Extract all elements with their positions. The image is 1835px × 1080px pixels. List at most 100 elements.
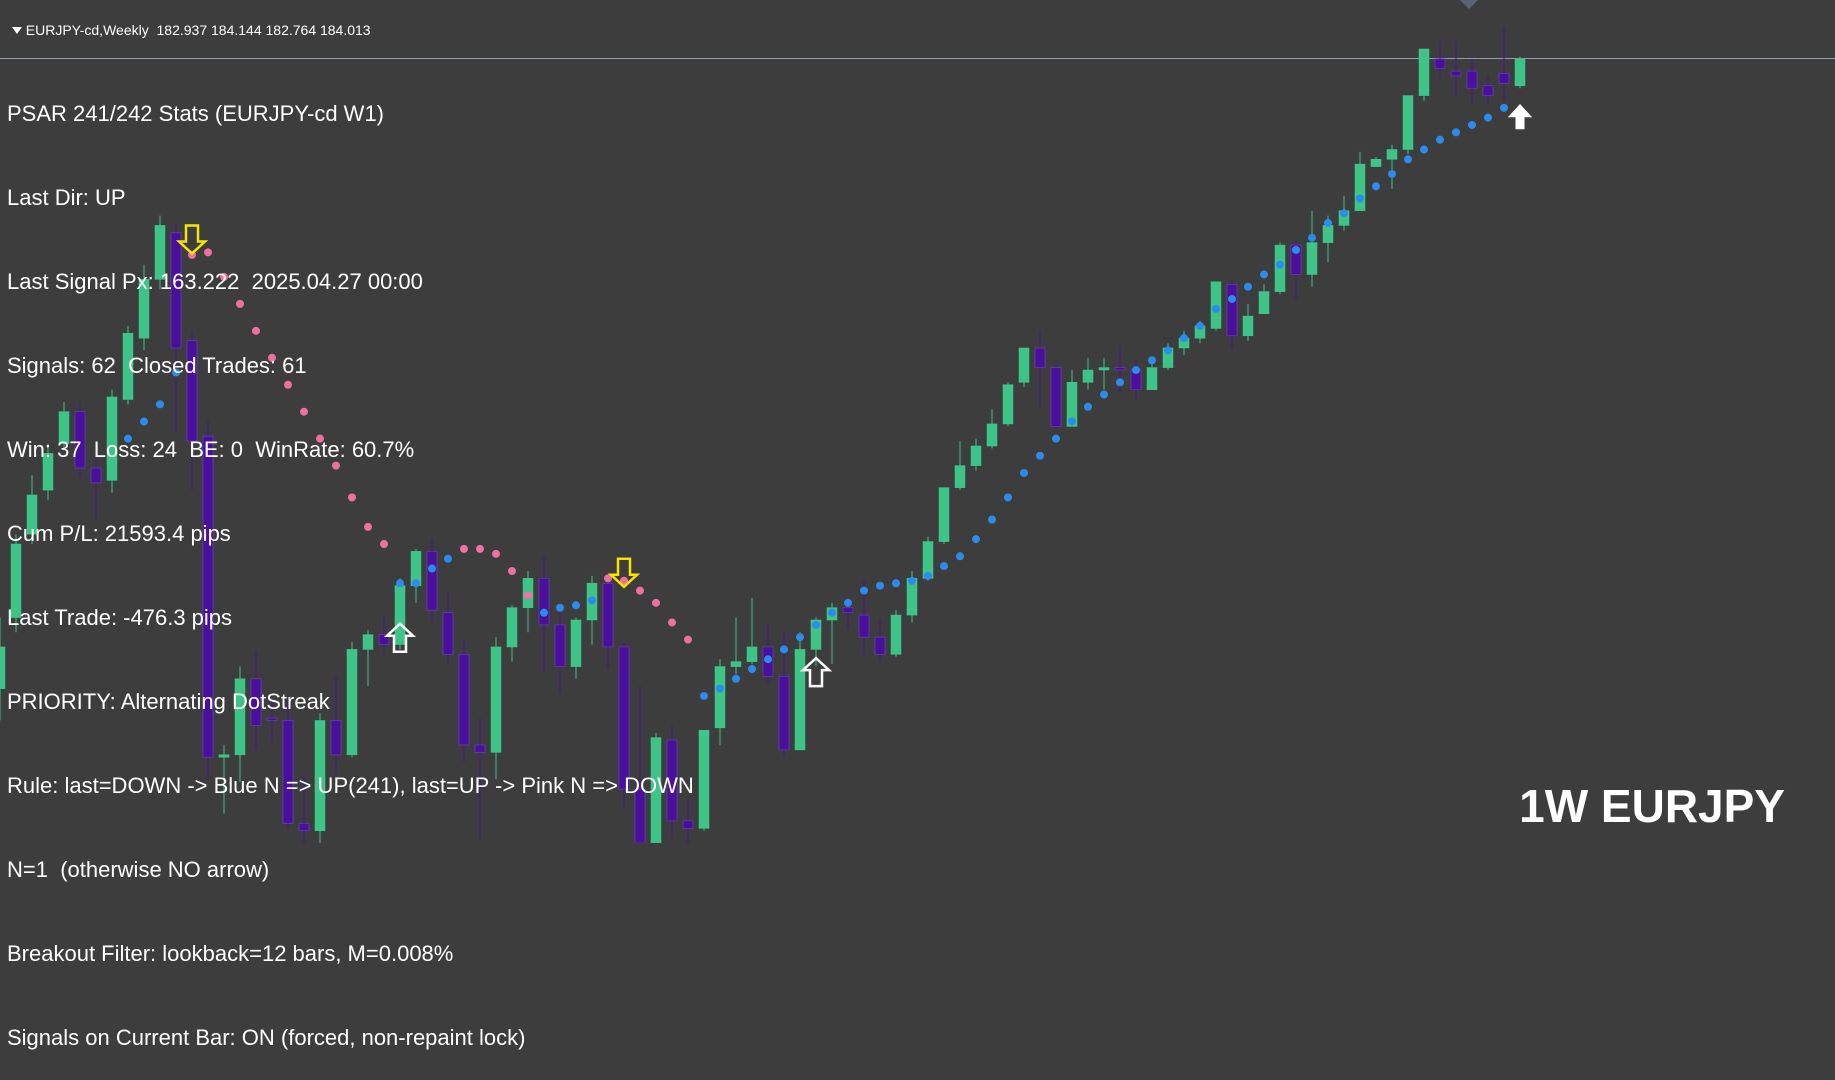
stats-line: Rule: last=DOWN -> Blue N => UP(241), la… xyxy=(7,773,694,798)
ohlc-readout: 182.937 184.144 182.764 184.013 xyxy=(156,22,371,38)
candle-body xyxy=(666,739,678,822)
candle-body xyxy=(202,435,214,758)
psar-dot xyxy=(508,566,516,575)
psar-dot xyxy=(1148,356,1156,365)
psar-dot xyxy=(876,581,884,590)
candle-body xyxy=(1098,367,1110,371)
psar-dot xyxy=(604,574,612,583)
candle-body xyxy=(1306,242,1318,275)
psar-dot xyxy=(796,633,804,642)
candle-body xyxy=(266,717,278,721)
price-chart[interactable] xyxy=(0,0,1835,843)
psar-dot xyxy=(892,579,900,588)
psar-dot xyxy=(1004,493,1012,502)
candle-body xyxy=(650,737,662,843)
stats-line: PRIORITY: Alternating DotStreak xyxy=(7,689,330,714)
candle-body xyxy=(26,494,38,535)
psar-dot xyxy=(956,552,964,561)
psar-dot xyxy=(1500,103,1508,112)
psar-dot xyxy=(1324,219,1332,228)
psar-dot xyxy=(396,579,404,588)
candle-body xyxy=(890,614,902,655)
psar-dot xyxy=(1244,282,1252,291)
psar-dot xyxy=(1356,194,1364,203)
psar-dot xyxy=(172,368,180,377)
psar-dot xyxy=(1484,113,1492,122)
candle-body xyxy=(538,578,550,626)
candle-body xyxy=(1498,73,1510,84)
candle-body xyxy=(554,624,566,667)
candle-body xyxy=(938,487,950,542)
psar-dot xyxy=(844,598,852,607)
candle-body xyxy=(378,634,390,645)
psar-dot xyxy=(748,665,756,674)
psar-dot xyxy=(412,579,420,588)
chart-header: EURJPY-cd,Weekly 182.937 184.144 182.764… xyxy=(0,0,371,38)
candle-body xyxy=(1322,225,1334,243)
psar-dot xyxy=(1420,145,1428,154)
psar-dot xyxy=(1052,434,1060,443)
candle-body xyxy=(682,820,694,829)
candle-body xyxy=(602,582,614,648)
candle-body xyxy=(458,654,470,746)
candle-body xyxy=(778,676,790,751)
candle-body xyxy=(474,744,486,753)
psar-dot xyxy=(972,535,980,544)
candle-body xyxy=(250,678,262,726)
candle-body xyxy=(874,636,886,655)
candle-body xyxy=(154,225,166,280)
candle-body xyxy=(810,619,822,650)
psar-dot xyxy=(652,598,660,607)
psar-dot xyxy=(1020,468,1028,477)
psar-dot xyxy=(220,272,228,281)
stats-line: Last Dir: UP xyxy=(7,185,126,210)
candle-body xyxy=(842,607,854,613)
psar-dot xyxy=(588,596,596,605)
psar-dot xyxy=(1372,182,1380,191)
psar-dot xyxy=(268,353,276,362)
psar-dot xyxy=(1452,128,1460,137)
psar-dot xyxy=(1164,346,1172,355)
psar-dot xyxy=(860,586,868,595)
candle-body xyxy=(730,661,742,667)
psar-dot xyxy=(1468,120,1476,129)
candle-body xyxy=(362,634,374,650)
stats-panel: PSAR 241/242 Stats (EURJPY-cd W1) Last D… xyxy=(7,44,694,1080)
candle-body xyxy=(618,646,630,790)
stats-title: PSAR 241/242 Stats (EURJPY-cd W1) xyxy=(7,101,385,126)
chart-shift-marker[interactable] xyxy=(1460,0,1478,9)
candle-body xyxy=(442,612,454,655)
candle-body xyxy=(346,649,358,756)
psar-dot xyxy=(636,586,644,595)
psar-dot xyxy=(1260,270,1268,279)
signal-up-arrow xyxy=(383,622,417,654)
candle-body xyxy=(234,678,246,756)
psar-dot xyxy=(572,601,580,610)
psar-dot xyxy=(332,461,340,470)
psar-dot xyxy=(140,417,148,426)
psar-dot xyxy=(556,603,564,612)
psar-dot xyxy=(492,549,500,558)
stats-line: Cum P/L: 21593.4 pips xyxy=(7,521,231,546)
candle-body xyxy=(1450,70,1462,77)
psar-dot xyxy=(476,544,484,553)
psar-dot xyxy=(940,562,948,571)
stats-line: Last Trade: -476.3 pips xyxy=(7,605,233,630)
candle-body xyxy=(794,649,806,751)
collapse-triangle-icon[interactable] xyxy=(11,27,22,35)
candle-body xyxy=(1418,48,1430,96)
psar-dot xyxy=(1084,402,1092,411)
psar-dot xyxy=(1068,417,1076,426)
candle-body xyxy=(1290,244,1302,275)
psar-dot xyxy=(124,434,132,443)
candle-body xyxy=(218,754,230,758)
psar-dot xyxy=(460,544,468,553)
psar-dot xyxy=(1100,390,1108,399)
candle-body xyxy=(1114,367,1126,371)
stats-line: N=1 (otherwise NO arrow) xyxy=(7,857,270,882)
candle-body xyxy=(1034,347,1046,368)
candle-body xyxy=(42,453,54,491)
psar-dot xyxy=(684,635,692,644)
symbol-timeframe: EURJPY-cd,Weekly xyxy=(25,22,149,38)
stats-line: Win: 37 Loss: 24 BE: 0 WinRate: 60.7% xyxy=(7,437,415,462)
